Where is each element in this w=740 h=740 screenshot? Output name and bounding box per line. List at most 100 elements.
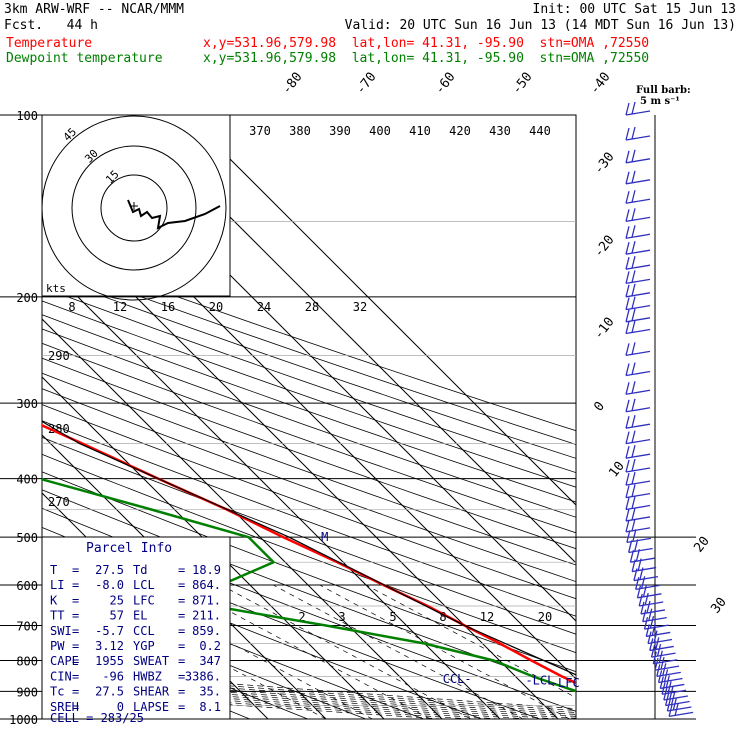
mixing-ratio-label: 8 [68, 300, 75, 314]
wind-barb-flag [625, 102, 630, 116]
temperature-tick-label: -20 [591, 233, 617, 261]
wind-barb-staff [625, 389, 651, 395]
temperature-trace [42, 423, 576, 685]
parcel-info-value: 0 [117, 700, 124, 714]
theta-e-label: 410 [409, 124, 431, 138]
wind-barb [625, 283, 651, 298]
dry-adiabat-line [42, 471, 576, 673]
mixing-ratio-label: 12 [480, 610, 494, 624]
wind-barb-flag [631, 149, 636, 162]
parcel-info-value: Td [133, 563, 147, 577]
wind-barb-staff [625, 328, 651, 335]
parcel-info-box [41, 536, 231, 720]
wind-barb-flag [631, 507, 636, 521]
wind-barb-flag [644, 592, 649, 606]
valid-time: Valid: 20 UTC Sun 16 Jun 13 (14 MDT Sun … [344, 18, 736, 33]
wind-barb [625, 126, 651, 141]
parcel-info-value: = [178, 593, 185, 607]
temperature-tick-label: -30 [591, 150, 617, 178]
wind-barb-flag [642, 584, 648, 597]
parcel-info-value: 3.12 [95, 639, 124, 653]
wind-barb-flag [628, 540, 633, 553]
parcel-info-value: 347 [199, 654, 221, 668]
parcel-info-value: = [178, 685, 185, 699]
temperature-tick-label: -50 [509, 70, 535, 98]
wind-barb [625, 101, 651, 116]
parcel-info-value: CIN [50, 669, 72, 683]
parcel-info-value: -5.7 [95, 624, 124, 638]
wind-barb-flag [631, 283, 636, 296]
wind-barb-staff [628, 547, 653, 554]
mixing-ratio-line [319, 584, 570, 719]
theta-e-label: 380 [289, 124, 311, 138]
model-title: 3km ARW-WRF -- NCAR/MMM [4, 2, 185, 17]
wind-barb-staff [625, 453, 651, 459]
isotherm-line [42, 318, 443, 719]
wind-barb [625, 149, 651, 164]
parcel-info-value: = [72, 639, 79, 653]
wind-barb-flag [625, 472, 630, 486]
wind-barb-flag [658, 650, 663, 663]
wind-barb [625, 342, 651, 356]
parcel-info-value: LI [50, 578, 64, 592]
mixing-ratio-label: 20 [209, 300, 223, 314]
parcel-info-value: YGP [133, 639, 155, 653]
wind-barb-flag [631, 381, 636, 394]
wind-barb [625, 445, 651, 459]
theta-label: 280 [48, 422, 70, 436]
wind-barb [668, 703, 694, 718]
wind-barb-staff [625, 423, 651, 429]
wind-barb-flag [648, 608, 653, 621]
dry-adiabat-line [42, 300, 576, 488]
parcel-info-value: = [178, 654, 185, 668]
parcel-info-value: = [178, 639, 185, 653]
theta-e-label: 370 [249, 124, 271, 138]
parcel-info-value: = [178, 578, 185, 592]
parcel-info-value: HWBZ [133, 669, 162, 683]
mixing-ratio-line [365, 584, 576, 698]
wind-barb-staff [625, 350, 651, 356]
wind-barb-flag [662, 663, 667, 676]
theta-label: 270 [48, 495, 70, 509]
sounding-annotation: M [321, 530, 328, 544]
parcel-info-value: 211. [192, 609, 221, 623]
wind-barb-flag [656, 644, 662, 657]
hodograph-unit-label: kts [46, 282, 66, 295]
wind-barb [625, 170, 651, 185]
parcel-info-value: = [178, 609, 185, 623]
wind-barb-flag [631, 308, 636, 321]
wind-barb-flag [631, 270, 636, 283]
theta-label: 290 [48, 349, 70, 363]
wind-barb-flag [625, 459, 630, 473]
wind-barb-flag [638, 593, 643, 607]
parcel-ascent-trace [42, 420, 576, 676]
wind-barb-flag [625, 127, 630, 141]
wind-barb-flag [631, 398, 636, 411]
parcel-info-value: = [178, 700, 185, 714]
wind-barb-staff [625, 198, 651, 204]
wind-barb [625, 308, 651, 323]
sounding-annotation: CCL- [443, 672, 472, 686]
wind-barb [625, 430, 651, 445]
wind-barb-flag [631, 241, 636, 254]
parcel-info-value: = [72, 624, 79, 638]
wind-barb-flag [625, 446, 630, 459]
wind-barb-flag [625, 257, 630, 270]
wind-barb-flag [663, 687, 668, 701]
isotherm-line [185, 115, 576, 506]
wind-barb-flag [625, 497, 630, 510]
wind-barb-flag [631, 225, 636, 238]
hodograph-ring [71, 145, 197, 271]
wind-barb-flag [631, 471, 636, 485]
mixing-ratio-label: 20 [538, 610, 552, 624]
wind-barb-flag [651, 623, 656, 636]
wind-barb-flag [672, 697, 677, 711]
dry-adiabat-line [42, 273, 576, 459]
parcel-info-value: = [72, 669, 79, 683]
wind-barb [625, 208, 651, 223]
wind-barb-flag [631, 496, 636, 509]
wind-barb-staff [625, 317, 651, 323]
parcel-info-value: SWEAT [133, 654, 169, 668]
wind-barb-flag [631, 101, 636, 115]
